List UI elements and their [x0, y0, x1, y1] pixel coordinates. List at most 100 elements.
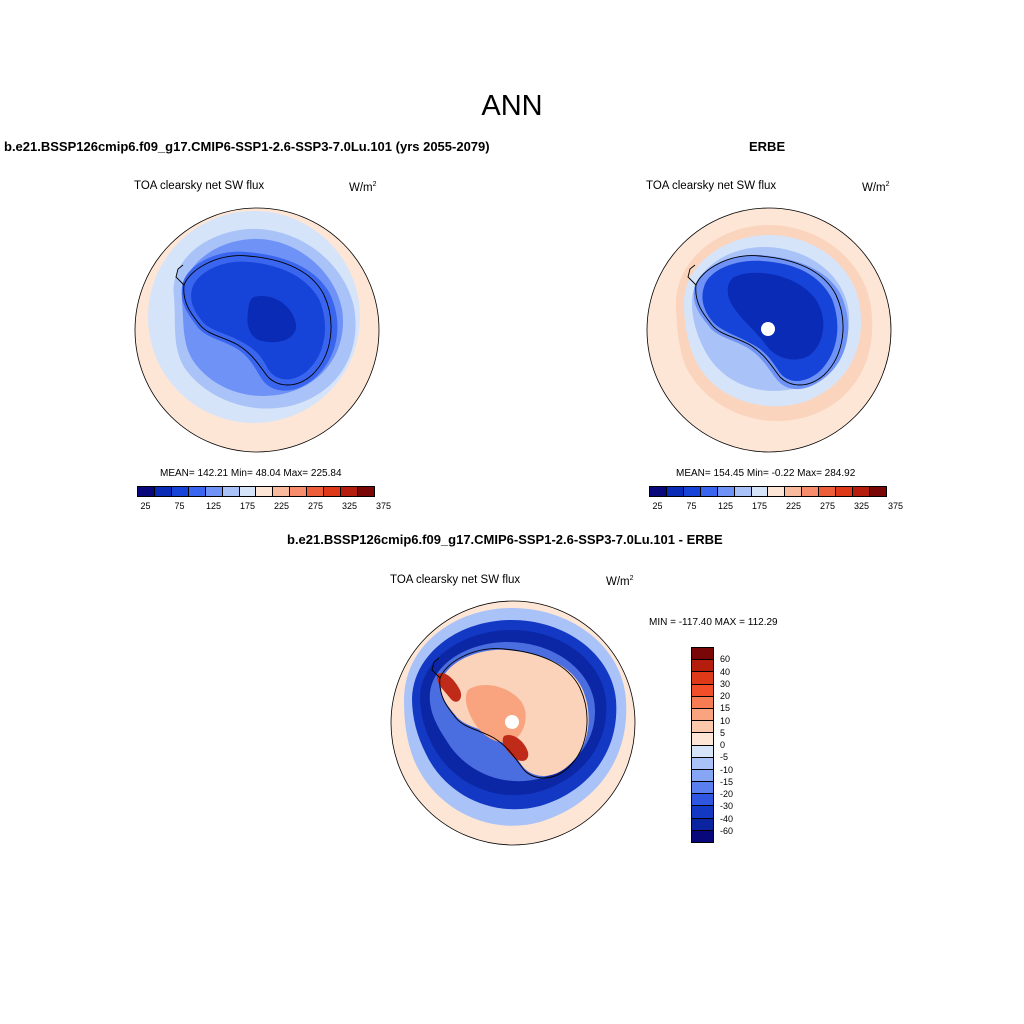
- diff-colorbar-tick-label: 0: [720, 740, 726, 750]
- obs-colorbar-swatch: [853, 487, 870, 496]
- obs-colorbar-swatch: [683, 487, 701, 496]
- model-colorbar-tick-label: 125: [205, 501, 222, 511]
- obs-colorbar-tick-label: 325: [853, 501, 870, 511]
- diff-colorbar-tick-label: 40: [720, 666, 731, 677]
- model-colorbar-tick-label: 175: [239, 501, 256, 511]
- diff-pole-missing-data: [505, 715, 519, 729]
- diff-colorbar-tick-label: 10: [720, 715, 731, 726]
- model-colorbar-swatch: [324, 487, 342, 496]
- model-colorbar-swatch: [239, 487, 257, 496]
- model-colorbar-swatches: [137, 486, 375, 497]
- diff-colorbar-tick-label: -30: [720, 801, 734, 812]
- obs-map-border: [646, 207, 892, 453]
- obs-colorbar-swatch: [700, 487, 718, 496]
- obs-colorbar-swatch: [751, 487, 769, 496]
- diff-polar-map: [390, 600, 636, 846]
- obs-colorbar: 25 75 125 175 225 275 325 375: [649, 486, 903, 511]
- diff-colorbar-ticks: 60 40 30 20 15 10 5 0 -5 -10 -15 -20 -30 -40 -60: [720, 647, 750, 843]
- model-colorbar-swatch: [188, 487, 206, 496]
- obs-colorbar-swatch: [717, 487, 735, 496]
- diff-colorbar-swatch: [692, 648, 713, 661]
- model-colorbar-swatch: [273, 487, 291, 496]
- model-units-label: W/m2: [349, 181, 377, 194]
- diff-variable-label: TOA clearsky net SW flux: [390, 574, 521, 586]
- obs-colorbar-swatch: [650, 487, 667, 496]
- diff-colorbar-swatch: [692, 830, 713, 842]
- model-colorbar-swatch: [290, 487, 308, 496]
- diff-colorbar-tick-label: -5: [720, 752, 729, 763]
- obs-colorbar-swatch: [734, 487, 752, 496]
- model-colorbar-swatch: [307, 487, 325, 496]
- diff-colorbar-swatch: [692, 721, 713, 734]
- diff-colorbar-swatch: [692, 733, 713, 746]
- model-colorbar-swatch: [222, 487, 240, 496]
- obs-stats: MEAN= 154.45 Min= -0.22 Max= 284.92: [676, 468, 856, 479]
- diff-colorbar-swatch: [692, 696, 713, 709]
- diff-antarctica-coastline: [431, 648, 588, 779]
- diff-colorbar: 60 40 30 20 15 10 5 0 -5 -10 -15 -20 -30 -40 -60: [691, 647, 751, 843]
- model-antarctica-coastline: [175, 255, 332, 386]
- model-stats: MEAN= 142.21 Min= 48.04 Max= 225.84: [160, 468, 342, 479]
- diff-colorbar-swatch: [692, 745, 713, 758]
- diff-colorbar-tick-label: 5: [720, 727, 726, 738]
- obs-colorbar-tick-label: 125: [717, 501, 734, 511]
- diff-colorbar-tick-label: -15: [720, 776, 734, 787]
- obs-colorbar-swatch: [666, 487, 684, 496]
- model-colorbar-tick-label: 225: [273, 501, 290, 511]
- obs-colorbar-tick-label: 275: [819, 501, 836, 511]
- obs-colorbar-swatch: [819, 487, 837, 496]
- obs-polar-map: [646, 207, 892, 453]
- diff-colorbar-swatch: [692, 806, 713, 819]
- obs-colorbar-tick-label: 225: [785, 501, 802, 511]
- obs-colorbar-tick-label: 75: [686, 501, 697, 511]
- obs-plateau-contour: [727, 272, 824, 360]
- diff-colorbar-tick-label: 20: [720, 691, 731, 701]
- figure-title: ANN: [481, 90, 543, 122]
- model-colorbar-tick-label: 325: [341, 501, 358, 511]
- diff-colorbar-tick-label: -60: [720, 825, 734, 836]
- model-colorbar-ticks: 25 75 125 175 225 275 325 375: [137, 497, 391, 511]
- diff-colorbar-swatch: [692, 708, 713, 722]
- model-polar-map: [134, 207, 380, 453]
- model-colorbar-swatch: [357, 487, 374, 496]
- model-colorbar-swatch: [171, 487, 189, 496]
- diff-colorbar-swatch: [692, 794, 713, 807]
- obs-colorbar-swatch: [802, 487, 820, 496]
- diff-minmax: MIN = -117.40 MAX = 112.29: [649, 617, 778, 628]
- diff-ross-contour: [502, 734, 529, 761]
- diff-colorbar-tick-label: 60: [720, 654, 731, 665]
- model-colorbar-tick-label: 375: [375, 501, 392, 511]
- obs-colorbar-swatch: [869, 487, 886, 496]
- model-panel-title: b.e21.BSSP126cmip6.f09_g17.CMIP6-SSP1-2.…: [4, 139, 490, 154]
- diff-panel-title: b.e21.BSSP126cmip6.f09_g17.CMIP6-SSP1-2.…: [287, 532, 723, 547]
- obs-colorbar-swatches: [649, 486, 887, 497]
- diff-colorbar-swatch: [692, 818, 713, 831]
- model-map-border: [134, 207, 380, 453]
- model-colorbar-swatch: [341, 487, 358, 496]
- diff-colorbar-tick-label: 15: [720, 703, 731, 714]
- obs-units-label: W/m2: [862, 181, 890, 194]
- obs-colorbar-tick-label: 375: [887, 501, 904, 511]
- diff-colorbar-swatch: [692, 769, 713, 783]
- obs-antarctica-coastline: [687, 255, 844, 386]
- model-variable-label: TOA clearsky net SW flux: [134, 180, 265, 192]
- diff-colorbar-swatch: [692, 684, 713, 697]
- obs-panel-title: ERBE: [749, 139, 786, 154]
- obs-pole-missing-data: [761, 322, 775, 336]
- model-colorbar-swatch: [205, 487, 223, 496]
- diff-colorbar-tick-label: -10: [720, 764, 734, 775]
- obs-colorbar-swatch: [836, 487, 854, 496]
- diff-peninsula-contour: [437, 672, 462, 702]
- diff-map-border: [390, 600, 636, 846]
- model-colorbar-tick-label: 275: [307, 501, 324, 511]
- diff-colorbar-tick-label: -20: [720, 789, 734, 799]
- obs-colorbar-tick-label: 25: [652, 501, 663, 511]
- model-colorbar: 25 75 125 175 225 275 325 375: [137, 486, 391, 511]
- diff-colorbar-swatch: [692, 782, 713, 795]
- obs-colorbar-swatch: [768, 487, 786, 496]
- obs-colorbar-ticks: 25 75 125 175 225 275 325 375: [649, 497, 903, 511]
- diff-colorbar-swatches: [691, 647, 714, 843]
- model-colorbar-swatch: [138, 487, 155, 496]
- diff-colorbar-tick-label: 30: [720, 678, 731, 689]
- model-plateau-contour: [247, 296, 297, 343]
